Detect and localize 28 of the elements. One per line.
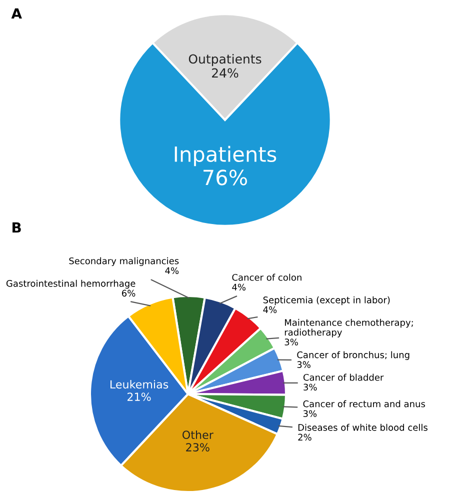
slice-label: Cancer of rectum and anus (303, 400, 426, 408)
slice-label: Diseases of white blood cells (298, 424, 428, 431)
data-label: 3% (304, 384, 317, 391)
slice-label: Leukemias (110, 380, 168, 389)
data-label: 3% (284, 338, 298, 346)
slice-label: Cancer of colon (232, 274, 302, 281)
slice-label: Cancer of bladder (303, 374, 384, 381)
data-label: 4% (165, 267, 179, 274)
data-label: 21% (128, 392, 151, 402)
slice-label: Septicemia (except in labor) (263, 296, 390, 306)
data-label: 2% (298, 434, 312, 441)
data-label: 6% (122, 290, 136, 297)
data-label: 23% (186, 443, 210, 452)
chart-title: A (11, 8, 22, 19)
data-label: 4% (232, 284, 246, 291)
data-label: 76% (204, 170, 248, 186)
data-label: 3% (303, 410, 317, 418)
slice-label: Gastrointestinal hemorrhage (6, 280, 136, 289)
slice-label: Cancer of bronchus; lung (297, 351, 410, 360)
data-label: 24% (212, 68, 238, 78)
data-label: 3% (297, 361, 310, 368)
slice-label: Maintenance chemotherapy; radiotherapy (284, 318, 413, 338)
slice-label: Inpatients (174, 146, 276, 166)
slice-label: Other (182, 430, 214, 440)
chart-title: B (12, 222, 21, 233)
data-label: 4% (263, 306, 277, 314)
slice-label: Secondary malignancies (69, 257, 179, 266)
slice-label: Outpatients (188, 54, 262, 66)
